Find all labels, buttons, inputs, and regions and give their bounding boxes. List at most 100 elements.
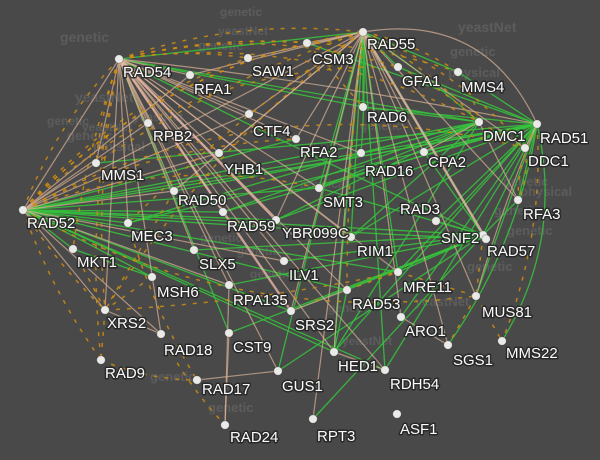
- gene-node-MRE11[interactable]: [393, 267, 403, 277]
- gene-node-ASF1[interactable]: [392, 409, 402, 419]
- gene-node-ILV1[interactable]: [279, 256, 289, 266]
- gene-node-RAD51[interactable]: [532, 119, 542, 129]
- gene-node-RAD18[interactable]: [156, 329, 166, 339]
- edge-RAD54-SNF2: [118, 58, 484, 236]
- edge-RAD54-SAW1: [118, 52, 249, 60]
- gene-node-RAD24[interactable]: [220, 420, 230, 430]
- edge-DMC1-RIM1: [350, 121, 480, 238]
- edge-RAD54-SRS2: [118, 58, 292, 312]
- gene-node-SLX5[interactable]: [189, 245, 199, 255]
- gene-node-RAD54[interactable]: [114, 54, 124, 64]
- gene-node-DMC1[interactable]: [474, 117, 484, 127]
- gene-node-RAD55[interactable]: [358, 27, 368, 37]
- edge-RAD54-RAD52: [22, 58, 120, 211]
- gene-label-RPT3: RPT3: [317, 428, 355, 445]
- gene-node-RAD16[interactable]: [356, 148, 366, 158]
- gene-node-RPA135[interactable]: [224, 280, 234, 290]
- gene-node-MSH6[interactable]: [147, 272, 157, 282]
- edge-RAD52-RAD57: [22, 209, 487, 240]
- gene-node-RIM1[interactable]: [346, 232, 356, 242]
- edge-RAD52-RAD54: [22, 58, 120, 211]
- edge-DMC1-MEC3: [127, 121, 480, 224]
- edge-GFA1-DMC1: [397, 66, 480, 123]
- gene-node-MEC3[interactable]: [123, 218, 133, 228]
- gene-node-CSM3[interactable]: [302, 38, 312, 48]
- edge-SNF2-RPA135: [228, 234, 484, 286]
- gene-label-RPA135: RPA135: [233, 292, 288, 309]
- edge-XRS2-RAD18: [104, 309, 162, 335]
- gene-node-SGS1[interactable]: [443, 340, 453, 350]
- gene-label-RPB2: RPB2: [153, 128, 192, 145]
- edge-DMC1-HED1: [333, 121, 480, 353]
- gene-node-RAD3[interactable]: [431, 216, 441, 226]
- gene-node-MMS1[interactable]: [91, 158, 101, 168]
- gene-node-YHB1[interactable]: [214, 148, 224, 158]
- gene-label-RAD57: RAD57: [487, 243, 535, 260]
- gene-node-RAD59[interactable]: [218, 207, 228, 217]
- gene-label-RAD55: RAD55: [367, 36, 415, 53]
- edge-RAD55-RAD57: [361, 31, 488, 240]
- edge-RAD51-MRE11: [397, 123, 538, 273]
- gene-node-RAD17[interactable]: [192, 375, 202, 385]
- edge-RAD51-RAD50: [173, 123, 538, 192]
- gene-node-RDH54[interactable]: [380, 365, 390, 375]
- gene-label-DMC1: DMC1: [483, 128, 526, 145]
- gene-label-GFA1: GFA1: [402, 73, 440, 90]
- edge-MUS81-MMS22: [475, 295, 503, 342]
- edge-RAD51-MMS22: [501, 123, 546, 342]
- gene-node-RAD57[interactable]: [481, 234, 491, 244]
- gene-node-GFA1[interactable]: [393, 62, 403, 72]
- edge-RAD51-MUS81: [475, 123, 538, 297]
- gene-label-RFA3: RFA3: [523, 206, 561, 223]
- gene-label-MSH6: MSH6: [157, 284, 199, 301]
- edge-RAD54-RDH54: [118, 58, 386, 371]
- gene-node-SRS2[interactable]: [286, 306, 296, 316]
- edge-RAD54-RFA2: [118, 58, 297, 140]
- gene-node-XRS2[interactable]: [100, 305, 110, 315]
- gene-node-CPA2[interactable]: [419, 147, 429, 157]
- watermark-text: yeastNet: [342, 334, 392, 348]
- gene-label-RAD59: RAD59: [227, 218, 275, 235]
- gene-node-RAD53[interactable]: [342, 285, 352, 295]
- edge-RAD52-XRS2: [22, 209, 106, 311]
- edge-HED1-RAD53: [333, 289, 348, 353]
- gene-node-SAW1[interactable]: [243, 53, 253, 63]
- edge-RAD55-HED1: [333, 31, 364, 353]
- edge-DMC1-CPA2: [423, 121, 480, 153]
- gene-label-RAD3: RAD3: [400, 201, 440, 218]
- gene-node-ARO1[interactable]: [396, 312, 406, 322]
- edge-RAD52-RPA135: [22, 209, 230, 286]
- gene-node-GUS1[interactable]: [273, 366, 283, 376]
- edge-GUS1-RAD17: [196, 370, 279, 381]
- gene-node-RFA2[interactable]: [291, 134, 301, 144]
- gene-node-MMS4[interactable]: [453, 67, 463, 77]
- edge-RAD51-RDH54: [384, 123, 538, 371]
- watermark-text: yeastNet: [458, 19, 517, 35]
- gene-node-MUS81[interactable]: [471, 291, 481, 301]
- gene-node-RFA1[interactable]: [185, 70, 195, 80]
- gene-label-HED1: HED1: [338, 358, 378, 375]
- gene-node-HED1[interactable]: [329, 347, 339, 357]
- gene-node-MMS22[interactable]: [497, 336, 507, 346]
- edge-RAD52-MSH6: [22, 209, 153, 278]
- gene-node-RPB2[interactable]: [143, 118, 153, 128]
- gene-node-DDC1[interactable]: [520, 143, 530, 153]
- gene-node-RAD50[interactable]: [169, 186, 179, 196]
- edge-RAD54-GUS1: [118, 58, 279, 372]
- gene-node-CST9[interactable]: [224, 328, 234, 338]
- gene-node-SMT3[interactable]: [314, 183, 324, 193]
- gene-node-CTF4[interactable]: [244, 109, 254, 119]
- gene-label-RFA1: RFA1: [194, 81, 232, 98]
- gene-node-RFA3[interactable]: [513, 195, 523, 205]
- gene-node-RPT3[interactable]: [308, 414, 318, 424]
- edge-DMC1-YBR099C: [275, 121, 480, 221]
- edge-RAD18-RAD24: [160, 333, 226, 426]
- gene-node-RAD9[interactable]: [96, 355, 106, 365]
- gene-node-RAD52[interactable]: [18, 205, 28, 215]
- gene-node-RAD6[interactable]: [358, 102, 368, 112]
- edge-RAD51-MMS4: [457, 71, 538, 125]
- edge-MKT1-MSH6: [72, 248, 153, 278]
- gene-node-MKT1[interactable]: [68, 244, 78, 254]
- gene-node-YBR099C[interactable]: [271, 215, 281, 225]
